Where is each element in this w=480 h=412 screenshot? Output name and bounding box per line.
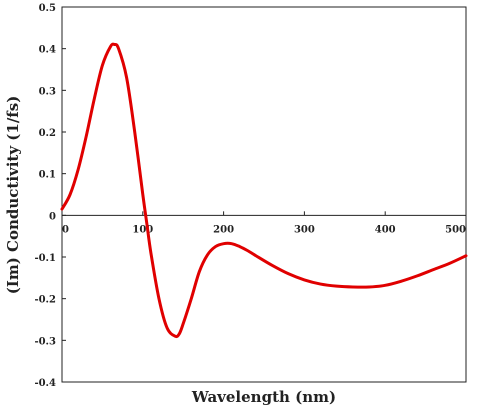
x-tick-label: 100 [132,224,153,235]
x-axis-title: Wavelength (nm) [191,388,336,406]
y-tick-label: 0.1 [39,170,56,181]
y-tick-label: 0.5 [39,3,56,14]
x-tick-label: 500 [445,224,466,235]
y-tick-label: 0.4 [39,45,56,56]
y-tick-label: -0.4 [34,378,56,389]
y-tick-label: -0.2 [34,295,56,306]
y-tick-label: 0 [49,211,56,222]
x-tick-label: 400 [375,224,396,235]
plot-frame [61,6,467,383]
y-tick-label: 0.2 [39,128,56,139]
x-tick-label: 300 [294,224,315,235]
y-tick-label: 0.3 [39,86,56,97]
x-tick-label: 0 [62,224,69,235]
y-axis-title: (Im) Conductivity (1/fs) [4,96,22,295]
x-tick-label: 200 [213,224,234,235]
y-tick-label: -0.3 [34,336,56,347]
y-tick-label: -0.1 [34,253,56,264]
series-line [60,42,468,339]
